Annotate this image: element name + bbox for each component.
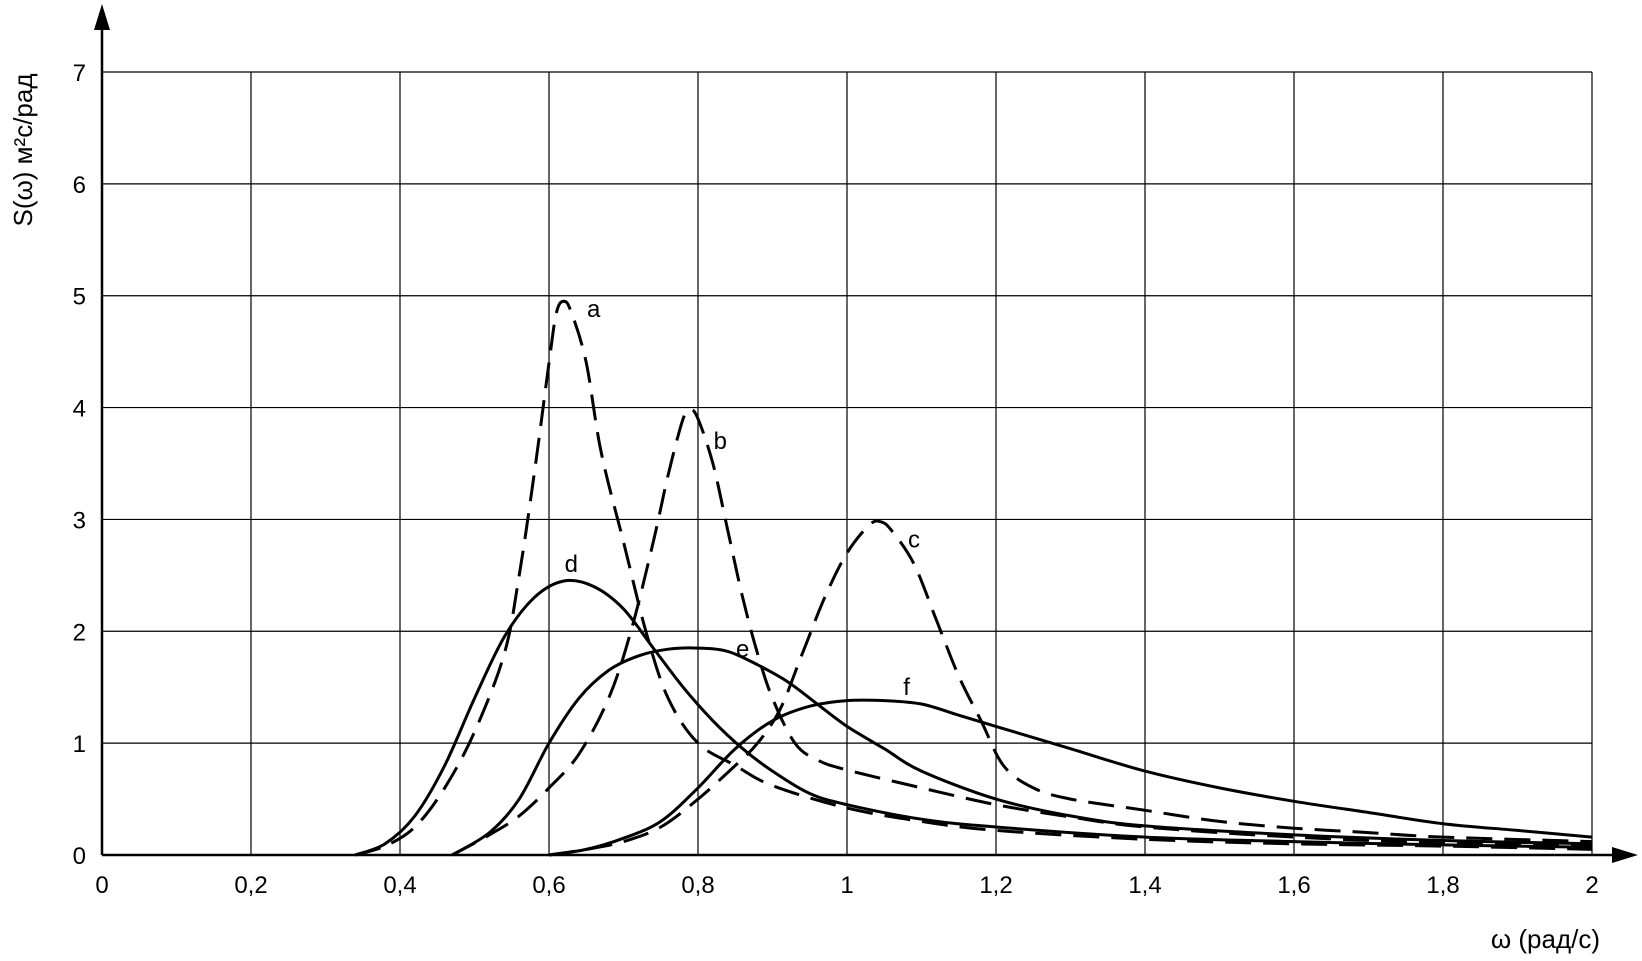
chart-grid <box>101 71 1593 856</box>
series-label-d: d <box>565 551 578 578</box>
y-tick-label: 3 <box>73 507 86 534</box>
x-tick-label: 1 <box>840 872 853 899</box>
x-tick-label: 0,2 <box>234 872 267 899</box>
chart-curves <box>354 299 1593 857</box>
series-label-b: b <box>714 428 727 455</box>
series-label-a: a <box>587 296 601 323</box>
y-tick-label: 5 <box>73 284 86 311</box>
x-tick-label: 0,8 <box>681 872 714 899</box>
series-line-f <box>548 698 1593 857</box>
y-tick-label: 0 <box>73 843 86 870</box>
y-tick-label: 7 <box>73 60 86 87</box>
series-line-e <box>451 646 1593 857</box>
y-tick-labels: 0 1 2 3 4 5 6 7 <box>73 60 86 870</box>
series-label-f: f <box>903 674 910 701</box>
chart-axes <box>94 4 1638 863</box>
series-line-b <box>451 408 1593 857</box>
x-tick-label: 0 <box>95 872 108 899</box>
y-axis-arrow <box>94 4 110 30</box>
x-tick-labels: 0 0,2 0,4 0,6 0,8 1 1,2 1,4 1,6 1,8 2 <box>95 872 1598 899</box>
y-tick-label: 2 <box>73 619 86 646</box>
series-line-d <box>354 578 1593 857</box>
y-tick-label: 6 <box>73 172 86 199</box>
series-line-c <box>548 519 1593 857</box>
x-tick-label: 0,4 <box>383 872 416 899</box>
x-tick-label: 1,2 <box>979 872 1012 899</box>
x-axis-arrow <box>1612 847 1638 863</box>
x-tick-label: 0,6 <box>532 872 565 899</box>
y-tick-label: 4 <box>73 396 86 423</box>
x-tick-label: 2 <box>1585 872 1598 899</box>
series-line-a <box>354 299 1593 857</box>
x-axis-label: ω (рад/с) <box>1491 924 1600 954</box>
x-tick-label: 1,8 <box>1426 872 1459 899</box>
y-axis-label: S(ω) м²с/рад <box>8 73 38 226</box>
y-tick-label: 1 <box>73 731 86 758</box>
series-label-c: c <box>908 527 920 554</box>
x-tick-label: 1,4 <box>1128 872 1161 899</box>
series-label-e: e <box>736 636 749 663</box>
curve-labels: a b c d e f <box>565 296 920 701</box>
x-tick-label: 1,6 <box>1277 872 1310 899</box>
